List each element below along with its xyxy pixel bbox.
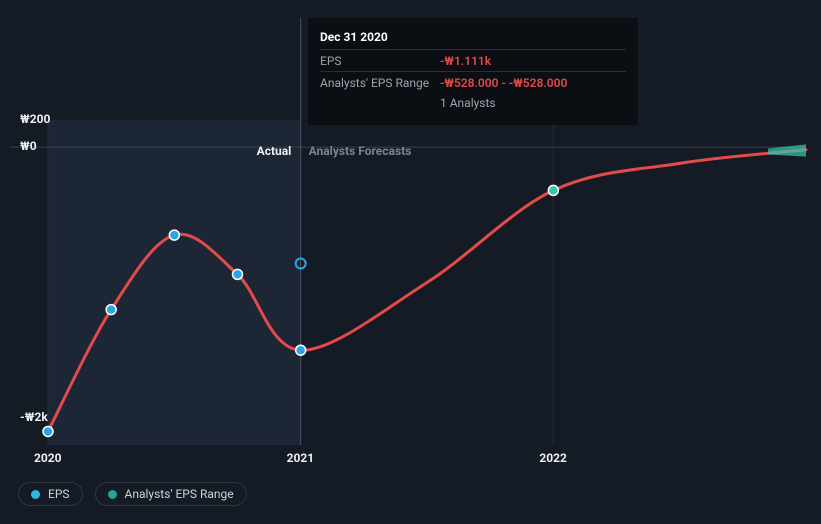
chart-tooltip: Dec 31 2020 EPS -₩1.111k Analysts' EPS R… xyxy=(308,18,638,125)
legend-label: Analysts' EPS Range xyxy=(125,487,234,501)
x-tick-label: 2021 xyxy=(287,451,315,465)
y-tick-label: -₩2k xyxy=(20,410,48,424)
legend-dot-icon xyxy=(108,490,117,499)
legend-item-eps-range[interactable]: Analysts' EPS Range xyxy=(95,482,247,506)
legend-label: EPS xyxy=(48,487,70,501)
eps-chart: ₩200 ₩0 -₩2k 2020 2021 2022 Actual Analy… xyxy=(0,0,821,520)
chart-legend: EPS Analysts' EPS Range xyxy=(18,482,247,506)
tooltip-sub: 1 Analysts xyxy=(440,94,626,113)
x-tick-label: 2022 xyxy=(539,451,567,465)
y-tick-label: ₩200 xyxy=(20,112,50,126)
tooltip-title: Dec 31 2020 xyxy=(320,28,626,47)
actual-region-label: Actual xyxy=(257,144,292,158)
y-tick-label: ₩0 xyxy=(20,139,37,153)
tooltip-row-label: EPS xyxy=(320,52,440,71)
legend-item-eps[interactable]: EPS xyxy=(18,482,83,506)
tooltip-row-value: -₩1.111k xyxy=(440,52,491,71)
tooltip-row-label: Analysts' EPS Range xyxy=(320,74,440,93)
tooltip-row-value: -₩528.000 - -₩528.000 xyxy=(440,74,567,93)
forecast-region-label: Analysts Forecasts xyxy=(309,144,412,158)
legend-dot-icon xyxy=(31,490,40,499)
x-tick-label: 2020 xyxy=(34,451,62,465)
